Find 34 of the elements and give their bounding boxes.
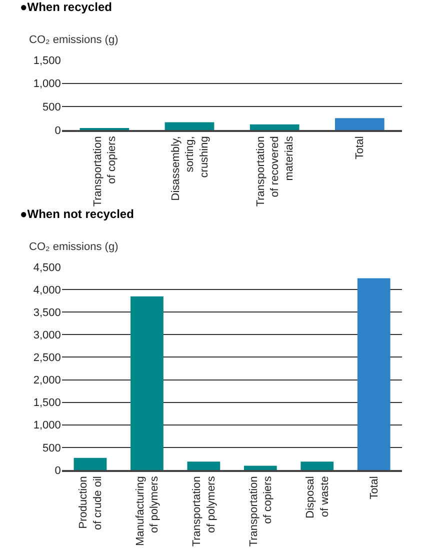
y-tick-label: 0: [54, 124, 61, 137]
x-tick-label: Production of crude oil: [78, 476, 104, 530]
x-tick-label: Disposal of waste: [304, 476, 331, 518]
y-axis-title: CO₂ emissions (g): [29, 241, 118, 253]
bar: [300, 462, 334, 470]
y-tick-label: 3,000: [33, 330, 61, 342]
y-tick-label: 3,500: [33, 306, 61, 319]
bar: [357, 278, 390, 470]
y-tick-label: 1,000: [33, 420, 61, 432]
bar: [164, 122, 214, 130]
y-tick-label: 4,000: [33, 284, 61, 296]
bar: [250, 124, 300, 130]
chart-title: ●When recycled: [20, 0, 112, 14]
x-tick-label: Total: [368, 476, 380, 500]
chart-title: ●When not recycled: [20, 207, 134, 221]
bar: [74, 458, 107, 470]
y-tick-label: 0: [54, 464, 61, 477]
y-tick-label: 4,500: [33, 262, 61, 274]
y-tick-label: 1,500: [33, 397, 61, 410]
bar: [130, 296, 164, 470]
x-tick-label: Total: [354, 136, 366, 160]
x-tick-label: Transportation of recovered materials: [254, 136, 296, 207]
y-tick-label: 2,500: [33, 352, 61, 364]
y-tick-label: 500: [42, 102, 61, 114]
y-tick-label: 1,500: [33, 54, 61, 67]
bar: [187, 462, 220, 470]
y-axis-title: CO₂ emissions (g): [29, 34, 118, 46]
y-tick-label: 1,000: [33, 78, 61, 90]
y-tick-label: 500: [42, 442, 61, 454]
y-tick-label: 2,000: [33, 374, 61, 387]
bar: [244, 466, 277, 470]
x-tick-label: Disassembly, sorting, crushing: [170, 136, 210, 201]
bar: [335, 118, 384, 130]
x-tick-label: Transportation of copiers: [92, 136, 118, 207]
